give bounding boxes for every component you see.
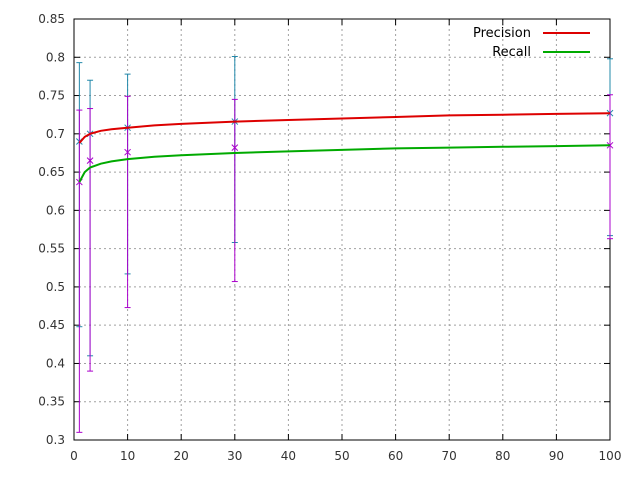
x-tick-label: 0 <box>70 449 78 463</box>
x-tick-label: 90 <box>549 449 564 463</box>
x-tick-label: 20 <box>174 449 189 463</box>
x-tick-label: 100 <box>599 449 622 463</box>
y-tick-label: 0.3 <box>46 433 65 447</box>
y-tick-label: 0.65 <box>38 165 65 179</box>
x-tick-label: 70 <box>442 449 457 463</box>
y-tick-label: 0.4 <box>46 356 65 370</box>
y-tick-label: 0.7 <box>46 127 65 141</box>
legend-label: Recall <box>492 45 531 60</box>
error-bars <box>76 56 614 433</box>
x-tick-label: 50 <box>334 449 349 463</box>
x-tick-label: 40 <box>281 449 296 463</box>
y-tick-label: 0.75 <box>38 89 65 103</box>
x-tick-label: 80 <box>495 449 510 463</box>
y-tick-label: 0.55 <box>38 242 65 256</box>
axis-ticks: 0 10 20 30 40 50 60 70 80 90 100 0.3 0.35 0.4 0.45 0.5 0… <box>38 12 621 463</box>
error-bar <box>124 95 131 309</box>
error-bar-marker <box>86 157 94 164</box>
y-tick-label: 0.5 <box>46 280 65 294</box>
error-bar-marker <box>124 148 131 156</box>
legend: Precision Recall <box>473 26 590 60</box>
x-tick-label: 60 <box>388 449 403 463</box>
series-lines <box>78 112 611 183</box>
y-tick-label: 0.85 <box>38 12 65 26</box>
series-line-precision <box>78 112 611 144</box>
legend-label: Precision <box>473 26 531 41</box>
y-tick-label: 0.35 <box>38 395 65 409</box>
error-bar <box>76 109 83 433</box>
error-bar <box>86 108 94 372</box>
x-tick-label: 10 <box>120 449 135 463</box>
y-tick-label: 0.45 <box>38 318 65 332</box>
error-bar <box>231 98 239 283</box>
grid <box>74 19 610 440</box>
series-line-recall <box>78 144 611 183</box>
x-tick-label: 30 <box>227 449 242 463</box>
y-tick-label: 0.8 <box>46 50 65 64</box>
error-bar-marker <box>231 144 239 151</box>
y-tick-label: 0.6 <box>46 203 65 217</box>
error-bar <box>606 94 614 240</box>
